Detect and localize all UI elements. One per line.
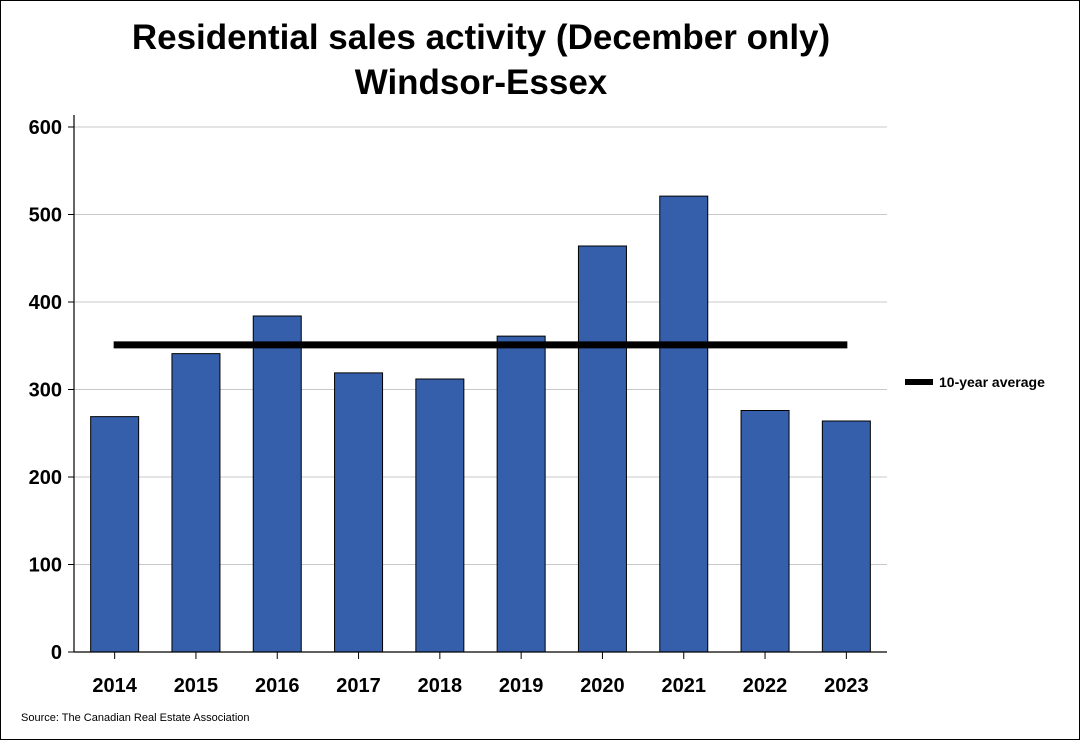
x-tick-label-2015: 2015	[174, 675, 219, 697]
y-tick-label-300: 300	[29, 380, 62, 402]
x-tick-label-2022: 2022	[743, 675, 788, 697]
x-tick-label-2023: 2023	[824, 675, 869, 697]
x-tick-label-2021: 2021	[662, 675, 707, 697]
x-tick-label-2020: 2020	[580, 675, 625, 697]
bar-2021	[659, 195, 709, 653]
y-tick-label-600: 600	[29, 117, 62, 139]
x-tick-label-2017: 2017	[336, 675, 381, 697]
source-note: Source: The Canadian Real Estate Associa…	[21, 712, 250, 724]
chart-title: Residential sales activity (December onl…	[131, 18, 831, 57]
bar-2023	[821, 420, 871, 653]
chart-subtitle: Windsor-Essex	[354, 63, 608, 102]
x-tick-label-2019: 2019	[499, 675, 544, 697]
bar-2020	[577, 245, 627, 653]
x-tick-labels: 2014 2015 2016 2017 2018 2019 2020 2021 2022 2023	[92, 675, 868, 697]
legend: 10-year average	[905, 374, 1045, 390]
y-tick-label-100: 100	[29, 555, 62, 577]
y-tick-label-400: 400	[29, 292, 62, 314]
y-tick-label-500: 500	[29, 205, 62, 227]
bar-2017	[334, 372, 384, 653]
legend-swatch-average	[905, 379, 933, 385]
x-tick-label-2016: 2016	[255, 675, 300, 697]
legend-label-average: 10-year average	[939, 374, 1045, 390]
y-tick-labels: 0 100 200 300 400 500 600	[29, 117, 62, 664]
y-tick-label-0: 0	[51, 642, 62, 664]
bar-2022	[740, 410, 790, 653]
bar-2015	[171, 353, 221, 653]
bar-2014	[90, 416, 140, 653]
x-tick-label-2018: 2018	[418, 675, 463, 697]
y-tick-label-200: 200	[29, 467, 62, 489]
bars	[90, 195, 871, 653]
bar-2018	[415, 378, 465, 653]
x-tick-label-2014: 2014	[92, 675, 137, 697]
bar-2016	[252, 315, 302, 653]
bar-2019	[496, 335, 546, 653]
axes	[68, 115, 887, 659]
